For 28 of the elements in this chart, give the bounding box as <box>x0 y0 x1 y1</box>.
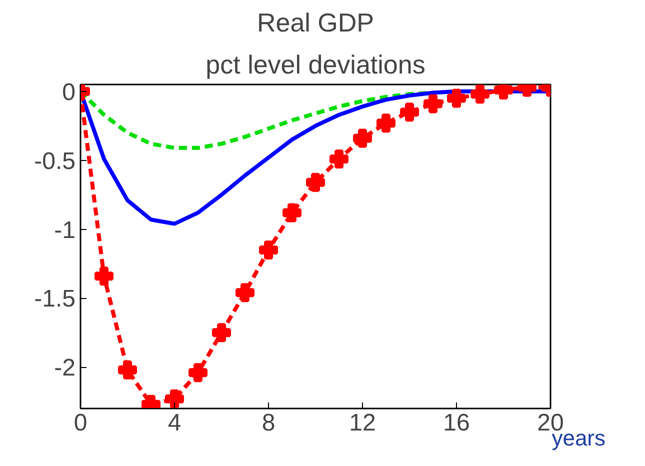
point <box>306 172 325 192</box>
point <box>470 84 490 104</box>
point <box>212 323 231 342</box>
line-series <box>80 84 550 408</box>
x-tick-label: 12 <box>349 410 376 436</box>
point <box>447 88 466 108</box>
y-tick-label: -1.5 <box>34 286 76 313</box>
point <box>259 240 278 260</box>
point <box>188 363 208 382</box>
point <box>424 94 442 114</box>
chart-title: Real GDP <box>256 8 374 38</box>
point <box>376 114 396 133</box>
point <box>330 149 348 168</box>
y-tick-label: -2 <box>54 354 76 382</box>
point <box>282 203 302 222</box>
x-tick-label: 8 <box>262 410 276 436</box>
y-tick-label: -1 <box>54 216 76 244</box>
point <box>94 266 114 286</box>
y-tick-label: -0.5 <box>34 148 76 175</box>
point <box>236 283 254 302</box>
x-tick-label: 4 <box>168 410 182 436</box>
point <box>400 102 419 122</box>
chart-subtitle: pct level deviations <box>206 50 426 80</box>
point <box>165 389 184 408</box>
y-tick-label: 0 <box>62 78 76 106</box>
x-tick-label: 16 <box>443 410 470 436</box>
point <box>353 128 372 148</box>
point <box>118 360 137 380</box>
